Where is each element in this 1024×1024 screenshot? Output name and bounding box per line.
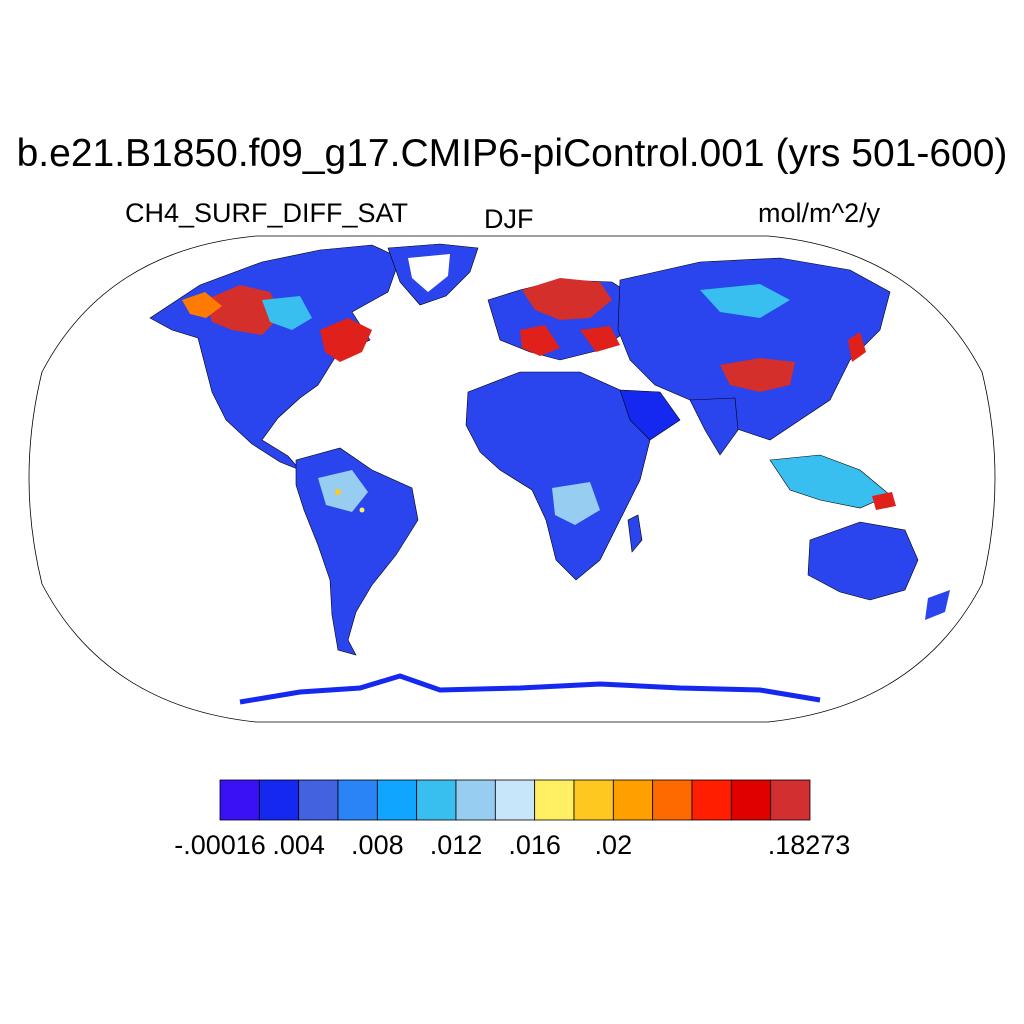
plot-title: b.e21.B1850.f09_g17.CMIP6-piControl.001 … [16,132,1008,175]
units-label: mol/m^2/y [758,198,881,228]
region-europe-south-high [520,325,560,356]
colorbar-swatch [573,779,614,821]
land-field [149,243,950,705]
colorbar-tick-label: .016 [508,830,561,860]
colorbar-swatch [376,779,418,821]
region-amazon-hotspot-2 [359,507,365,513]
region-australia [807,521,919,601]
colorbar-swatch [652,779,693,821]
colorbar-swatch [416,779,457,821]
region-africa-central-light [552,482,600,525]
colorbar-swatch [219,779,260,821]
colorbar-swatch [455,779,496,821]
colorbar-tick-label: .02 [594,830,633,860]
region-tibet-high [720,358,795,392]
colorbar-swatch [770,779,811,821]
colorbar-swatch [258,779,300,821]
region-africa [465,371,651,581]
region-antarctica-coast [239,673,821,705]
region-new-guinea-high [872,492,896,510]
region-arabia [619,389,681,441]
region-greenland-interior [408,254,450,292]
region-madagascar [627,514,643,553]
season-label: DJF [484,204,534,234]
region-amazon-mixed [318,470,368,512]
region-alaska-orange [182,292,222,318]
colorbar-swatch [612,779,654,821]
region-asia [617,257,891,441]
colorbar-tick-label: .012 [429,830,483,860]
colorbar-tick-label: .008 [351,830,404,860]
region-europe-east-high [580,326,620,352]
variable-name: CH4_SURF_DIFF_SAT [125,198,409,228]
region-japan [848,332,866,362]
colorbar-tick-label: .004 [272,830,325,860]
colorbar-swatch [337,779,378,821]
colorbar-swatch [691,779,732,821]
colorbar-swatch [534,779,575,821]
region-india [689,397,739,456]
region-east-canada-high [320,318,372,362]
region-alaska-canada-high [205,285,282,335]
colorbar-tick-label: -.00016 [174,830,266,860]
region-canada-light [262,296,312,330]
colorbar-swatch [730,779,772,821]
region-scandinavia-high [522,278,612,320]
colorbar-swatch [298,779,339,821]
region-amazon-hotspot [335,489,341,495]
colorbar-tick-label: .18273 [767,830,851,860]
region-new-zealand [925,590,950,620]
region-siberia-light [700,284,790,318]
colorbar-swatch [494,779,536,821]
